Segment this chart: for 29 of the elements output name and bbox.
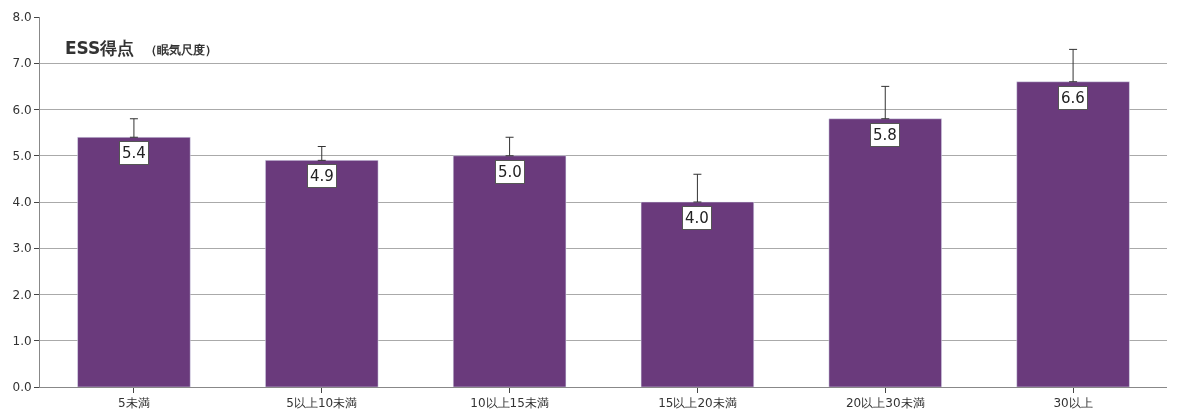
y-tick-label: 6.0 xyxy=(12,102,32,117)
y-tick-label: 2.0 xyxy=(12,287,32,302)
data-label: 5.4 xyxy=(122,144,146,162)
y-tick-label: 3.0 xyxy=(12,241,32,256)
bar xyxy=(1016,81,1130,387)
y-tick-label: 1.0 xyxy=(12,333,32,348)
data-label: 6.6 xyxy=(1061,89,1085,107)
bar xyxy=(828,118,942,387)
x-tick-label: 5未満 xyxy=(118,396,150,411)
data-label: 5.0 xyxy=(498,163,522,181)
x-tick-label: 15以上20未満 xyxy=(658,396,737,411)
y-tick-label: 0.0 xyxy=(12,380,32,395)
text: ESS得点 xyxy=(65,38,135,58)
data-label: 4.9 xyxy=(310,167,334,185)
x-tick-label: 10以上15未満 xyxy=(470,396,549,411)
y-tick-label: 5.0 xyxy=(12,148,32,163)
y-tick-label: 7.0 xyxy=(12,56,32,71)
y-tick-label: 4.0 xyxy=(12,195,32,210)
bar xyxy=(265,160,379,387)
text: （眠気尺度） xyxy=(145,43,218,57)
x-tick-label: 5以上10未満 xyxy=(286,396,358,411)
x-tick-label: 20以上30未満 xyxy=(845,396,925,411)
data-label: 5.8 xyxy=(873,126,897,144)
bar xyxy=(452,155,567,387)
y-tick-label: 8.0 xyxy=(12,10,32,25)
bar xyxy=(640,201,755,387)
bar xyxy=(77,137,191,387)
x-tick-label: 30以上 xyxy=(1053,396,1093,411)
data-label: 4.0 xyxy=(685,209,709,227)
